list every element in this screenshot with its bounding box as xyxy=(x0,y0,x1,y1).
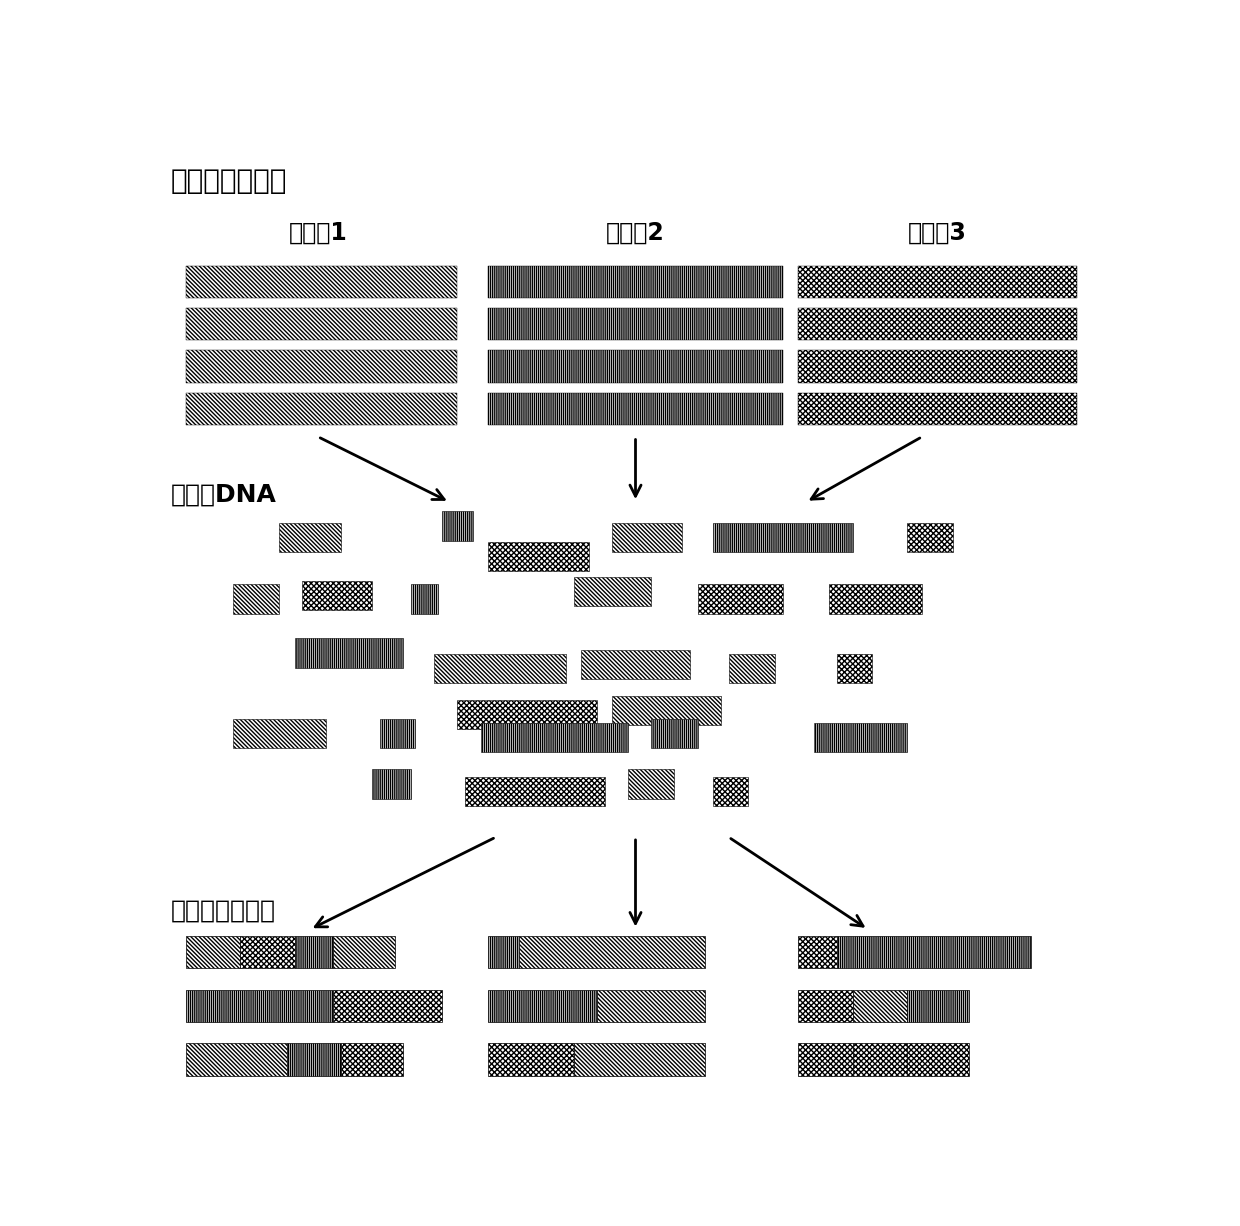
Bar xyxy=(813,723,906,753)
Bar xyxy=(713,522,853,552)
Bar xyxy=(489,542,589,571)
Bar xyxy=(853,1043,906,1075)
Bar xyxy=(729,653,775,683)
Bar xyxy=(481,723,627,753)
Bar xyxy=(830,585,923,614)
Bar xyxy=(651,720,697,749)
Bar xyxy=(410,585,438,614)
Text: 片断化DNA: 片断化DNA xyxy=(171,483,277,506)
Bar xyxy=(799,989,853,1021)
Bar xyxy=(489,989,596,1021)
Bar xyxy=(906,1043,968,1075)
Bar xyxy=(334,935,396,969)
Text: 嵌段基因变异体: 嵌段基因变异体 xyxy=(171,899,275,923)
Bar xyxy=(799,1043,853,1075)
Bar xyxy=(233,585,279,614)
Bar xyxy=(286,1043,341,1075)
Bar xyxy=(613,696,720,726)
Bar xyxy=(489,266,782,298)
Bar xyxy=(186,1043,286,1075)
Bar xyxy=(520,935,706,969)
Bar xyxy=(713,777,748,807)
Bar xyxy=(573,1043,706,1075)
Bar xyxy=(303,581,372,609)
Bar xyxy=(837,653,872,683)
Bar xyxy=(582,650,689,679)
Bar xyxy=(434,653,565,683)
Bar xyxy=(279,522,341,552)
Bar xyxy=(465,777,605,807)
Bar xyxy=(341,1043,403,1075)
Bar xyxy=(489,392,782,425)
Bar xyxy=(295,935,334,969)
Bar xyxy=(186,392,458,425)
Bar xyxy=(799,351,1078,383)
Bar xyxy=(853,989,906,1021)
Text: 现有基因变异体: 现有基因变异体 xyxy=(171,167,286,195)
Bar xyxy=(186,266,458,298)
Bar xyxy=(379,720,414,749)
Bar xyxy=(441,511,472,541)
Bar xyxy=(334,989,441,1021)
Bar xyxy=(186,351,458,383)
Bar xyxy=(489,308,782,341)
Text: 变异体3: 变异体3 xyxy=(909,221,967,245)
Bar xyxy=(295,639,403,668)
Bar xyxy=(186,989,334,1021)
Bar xyxy=(372,769,410,798)
Text: 变异体2: 变异体2 xyxy=(606,221,665,245)
Bar xyxy=(906,989,968,1021)
Bar xyxy=(596,989,706,1021)
Bar xyxy=(837,935,1030,969)
Bar xyxy=(241,935,295,969)
Bar xyxy=(458,700,596,729)
Bar xyxy=(906,522,954,552)
Bar xyxy=(186,935,241,969)
Bar xyxy=(627,769,675,798)
Bar xyxy=(489,351,782,383)
Bar xyxy=(799,935,837,969)
Bar xyxy=(799,308,1078,341)
Bar xyxy=(697,585,782,614)
Bar xyxy=(799,266,1078,298)
Bar xyxy=(613,522,682,552)
Bar xyxy=(489,935,520,969)
Bar xyxy=(186,308,458,341)
Text: 变异体1: 变异体1 xyxy=(289,221,347,245)
Bar xyxy=(573,576,651,606)
Bar xyxy=(799,392,1078,425)
Bar xyxy=(489,1043,573,1075)
Bar xyxy=(233,720,325,749)
